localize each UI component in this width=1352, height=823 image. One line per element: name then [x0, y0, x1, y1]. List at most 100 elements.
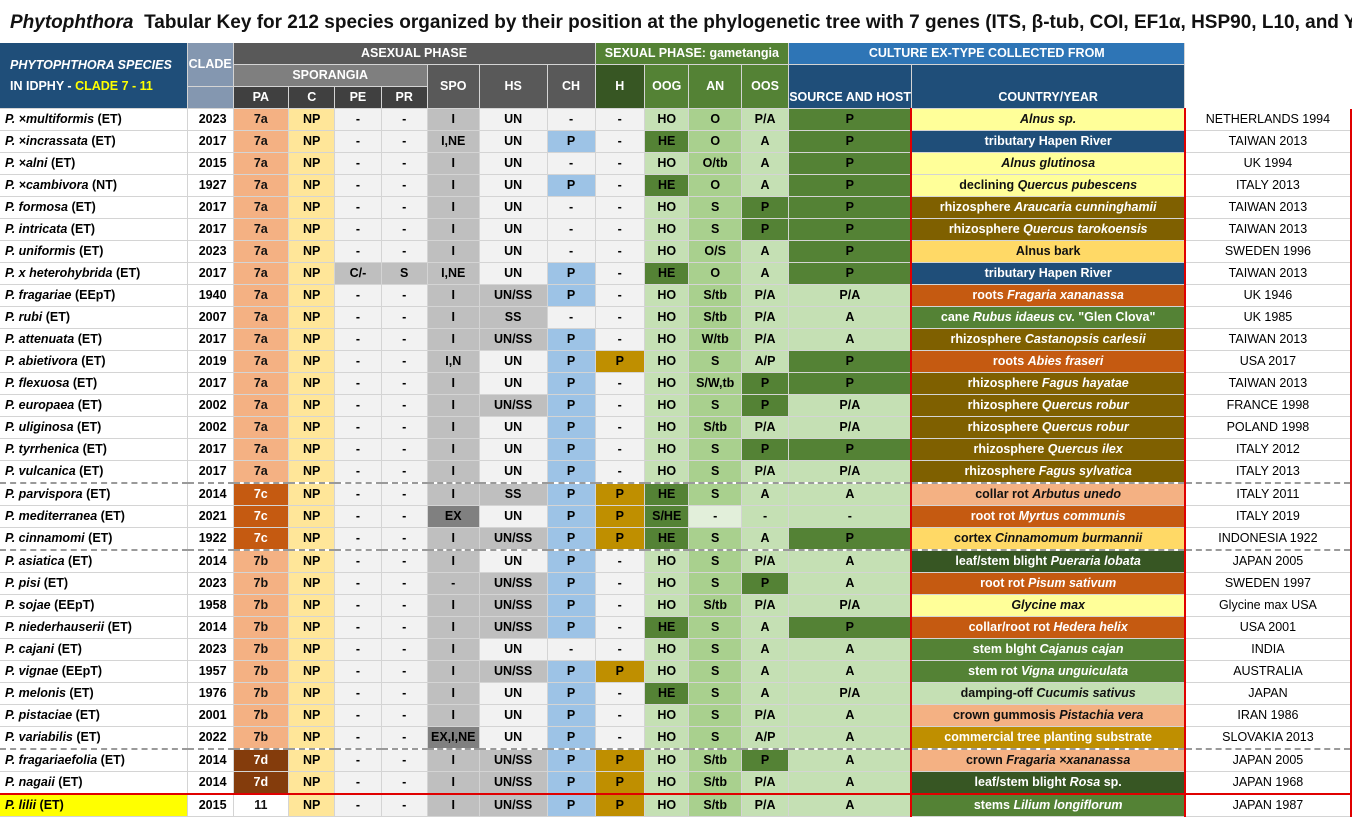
pe-cell: -	[381, 240, 428, 263]
h-cell: HO	[644, 726, 690, 750]
source-text: rhizosphere	[967, 376, 1042, 390]
h-cell: HE	[644, 174, 690, 197]
c-cell: -	[334, 594, 382, 617]
pr-cell: I	[427, 174, 480, 197]
oos-cell: P/A	[788, 394, 912, 417]
species-name-cell: P. uniformis (ET)	[0, 240, 188, 263]
type-suffix: (ET)	[77, 398, 103, 412]
ch-cell: -	[595, 416, 646, 439]
host-name: Fagus sylvatica	[1038, 464, 1132, 478]
oos-cell: P/A	[788, 594, 912, 617]
source-text: collar rot	[975, 487, 1033, 501]
c-cell: -	[334, 460, 382, 484]
type-suffix: (ET)	[77, 332, 103, 346]
oos-cell: A	[788, 748, 912, 772]
c-cell: -	[334, 682, 382, 705]
pa-cell: NP	[288, 482, 336, 506]
hs-cell: P	[547, 572, 596, 595]
oog-cell: S/tb	[688, 306, 742, 329]
table-row: P. x heterohybrida (ET) 2017 7a NP C/- S I,NE U…	[0, 262, 1352, 285]
species-name: P. cinnamomi	[5, 531, 85, 545]
pa-cell: NP	[288, 240, 336, 263]
h-cell: HO	[644, 328, 690, 351]
pr-cell: I	[427, 771, 480, 795]
year-cell: 2023	[187, 572, 234, 595]
ch-cell: -	[595, 174, 646, 197]
species-header: PHYTOPHTHORA SPECIES IN IDPHY - CLADE 7 …	[0, 43, 188, 109]
pe-cell: -	[381, 771, 428, 795]
pa-cell: NP	[288, 549, 336, 573]
pa-cell: NP	[288, 108, 336, 131]
host-name: Rubus idaeus	[972, 310, 1055, 324]
hs-cell: P	[547, 328, 596, 351]
country-cell: TAIWAN 2013	[1184, 130, 1352, 153]
species-name-cell: P. intricata (ET)	[0, 218, 188, 241]
table-body: P. ×multiformis (ET) 2023 7a NP - - I UN - - HO O P/…	[0, 108, 1352, 817]
hs-cell: -	[547, 638, 596, 661]
hs-cell: P	[547, 682, 596, 705]
hs-cell: -	[547, 152, 596, 175]
oos-cell: P/A	[788, 284, 912, 307]
ch-cell: -	[595, 152, 646, 175]
c-cell: -	[334, 174, 382, 197]
country-cell: ITALY 2011	[1184, 482, 1352, 506]
pa-cell: NP	[288, 196, 336, 219]
hs-cell: P	[547, 262, 596, 285]
culture-header: CULTURE EX-TYPE COLLECTED FROM	[788, 43, 1186, 65]
pa-cell: NP	[288, 174, 336, 197]
source-host-cell: cortex Cinnamomum burmannii	[910, 527, 1186, 551]
host-name: Quercus robur	[1041, 420, 1129, 434]
type-suffix: (ET)	[77, 420, 102, 434]
year-cell: 2017	[187, 130, 234, 153]
clade-cell: 7d	[233, 771, 290, 795]
hs-cell: -	[547, 218, 596, 241]
pe-cell: -	[381, 682, 428, 705]
host-name: Quercus pubescens	[1017, 178, 1138, 192]
h-cell: HO	[644, 438, 690, 461]
h-cell: HO	[644, 196, 690, 219]
year-cell: 2002	[187, 394, 234, 417]
type-suffix: (EEpT)	[74, 288, 116, 302]
an-cell: A	[741, 130, 790, 153]
oos-cell: A	[788, 638, 912, 661]
species-name: P. ×alni	[5, 156, 48, 170]
species-name-cell: P. vulcanica (ET)	[0, 460, 188, 484]
hs-cell: P	[547, 748, 596, 772]
species-name: P. abietivora	[5, 354, 78, 368]
year-cell: 2017	[187, 460, 234, 484]
country-cell: SWEDEN 1996	[1184, 240, 1352, 263]
hs-cell: P	[547, 482, 596, 506]
species-name-cell: P. sojae (EEpT)	[0, 594, 188, 617]
c-cell: -	[334, 328, 382, 351]
oos-cell: P	[788, 108, 912, 131]
an-cell: A	[741, 240, 790, 263]
year-cell: 1957	[187, 660, 234, 683]
species-name-cell: P. mediterranea (ET)	[0, 505, 188, 528]
pe-cell: -	[381, 438, 428, 461]
ch-cell: -	[595, 196, 646, 219]
species-name-cell: P. melonis (ET)	[0, 682, 188, 705]
h-cell: HE	[644, 130, 690, 153]
table-row: P. nagaii (ET) 2014 7d NP - - I UN/SS P P HO S/tb P/…	[0, 771, 1352, 795]
pr-cell: I	[427, 704, 480, 727]
species-name: P. ×multiformis	[5, 112, 95, 126]
pe-cell: -	[381, 594, 428, 617]
an-cell: A	[741, 660, 790, 683]
clade-cell: 7a	[233, 416, 290, 439]
an-cell: P	[741, 572, 790, 595]
source-text: collar/root rot	[968, 620, 1054, 634]
year-cell: 2021	[187, 505, 234, 528]
spo-cell: UN/SS	[479, 793, 548, 817]
type-suffix: (ET)	[88, 531, 113, 545]
an-cell: P/A	[741, 771, 790, 795]
oos-cell: A	[788, 549, 912, 573]
table-row: P. flexuosa (ET) 2017 7a NP - - I UN P - HO S/W,tb P…	[0, 372, 1352, 395]
source-host-cell: collar rot Arbutus unedo	[910, 482, 1186, 506]
hs-cell: P	[547, 726, 596, 750]
clade-header-bottom	[187, 86, 234, 109]
oos-cell: P	[788, 130, 912, 153]
